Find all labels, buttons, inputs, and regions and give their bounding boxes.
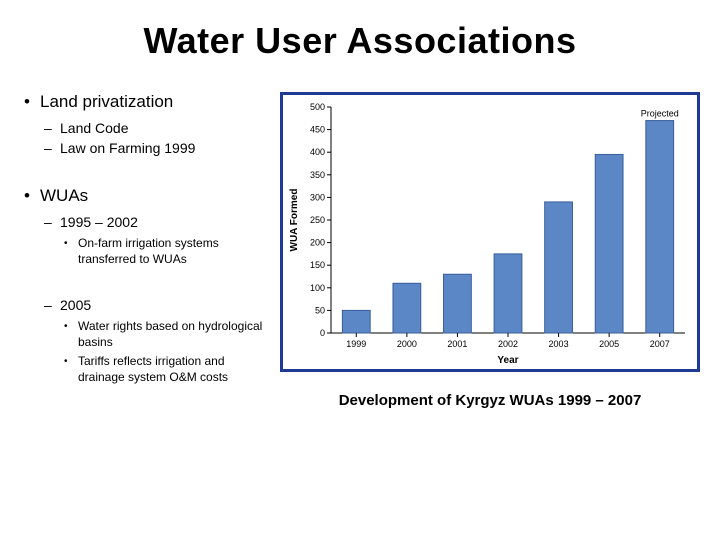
svg-text:400: 400	[310, 147, 325, 157]
svg-text:1999: 1999	[346, 339, 366, 349]
svg-text:350: 350	[310, 170, 325, 180]
bullet-label: WUAs	[40, 186, 88, 205]
sub-bullet-1995-2002: 1995 – 2002 On-farm irrigation systems t…	[40, 214, 270, 267]
svg-text:2005: 2005	[599, 339, 619, 349]
svg-text:2003: 2003	[549, 339, 569, 349]
svg-text:2002: 2002	[498, 339, 518, 349]
bullet-land-privatization: Land privatization Land Code Law on Farm…	[20, 92, 270, 156]
sub-bullet-label: 2005	[60, 297, 91, 313]
bullet-list-column: Land privatization Land Code Law on Farm…	[20, 92, 280, 409]
wua-bar-chart: 0 50 100 150 200 250 300 350 400 450 500 1999 2000 20…	[283, 95, 697, 369]
svg-text:500: 500	[310, 102, 325, 112]
content-area: Land privatization Land Code Law on Farm…	[0, 62, 720, 409]
svg-text:200: 200	[310, 238, 325, 248]
svg-text:Year: Year	[497, 355, 518, 366]
svg-text:50: 50	[315, 305, 325, 315]
chart-caption: Development of Kyrgyz WUAs 1999 – 2007	[280, 392, 700, 409]
svg-text:2001: 2001	[447, 339, 467, 349]
wua-chart-frame: 0 50 100 150 200 250 300 350 400 450 500 1999 2000 20…	[280, 92, 700, 372]
svg-text:300: 300	[310, 192, 325, 202]
slide-title: Water User Associations	[0, 0, 720, 62]
svg-text:0: 0	[320, 328, 325, 338]
bullet-label: Land privatization	[40, 92, 173, 111]
sub-bullet-2005: 2005 Water rights based on hydrological …	[40, 297, 270, 385]
chart-column: 0 50 100 150 200 250 300 350 400 450 500 1999 2000 20…	[280, 92, 700, 409]
svg-text:WUA Formed: WUA Formed	[289, 189, 300, 252]
svg-text:2000: 2000	[397, 339, 417, 349]
svg-text:Projected: Projected	[641, 109, 679, 119]
svg-text:100: 100	[310, 283, 325, 293]
svg-text:250: 250	[310, 215, 325, 225]
sub-bullet-law-farming: Law on Farming 1999	[40, 140, 270, 156]
svg-text:450: 450	[310, 125, 325, 135]
bullet-wuas: WUAs 1995 – 2002 On-farm irrigation syst…	[20, 186, 270, 386]
detail-onfarm: On-farm irrigation systems transferred t…	[60, 236, 270, 267]
detail-water-rights: Water rights based on hydrological basin…	[60, 319, 270, 350]
sub-bullet-land-code: Land Code	[40, 120, 270, 136]
svg-text:150: 150	[310, 260, 325, 270]
svg-text:2007: 2007	[650, 339, 670, 349]
detail-tariffs: Tariffs reflects irrigation and drainage…	[60, 354, 270, 385]
sub-bullet-label: 1995 – 2002	[60, 214, 138, 230]
